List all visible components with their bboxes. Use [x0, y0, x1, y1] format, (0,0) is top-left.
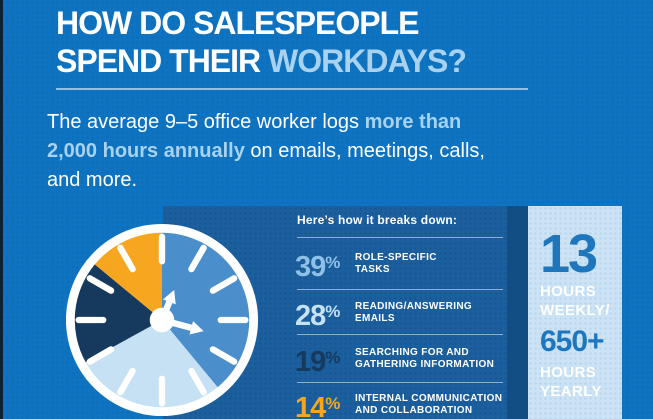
clock-center-dot — [149, 307, 175, 333]
label-line: READING/ANSWERING — [355, 301, 473, 312]
stats-panel: 13 HOURS WEEKLY/ 650+ HOURS YEARLY — [528, 206, 622, 419]
pie-segments — [74, 232, 250, 408]
label-line: EMAILS — [355, 313, 395, 324]
clock-tick-icon — [86, 346, 115, 365]
divider — [297, 237, 503, 238]
clock-hands — [149, 290, 204, 335]
percent-sign: % — [325, 302, 341, 321]
clock-tick-icon — [188, 367, 207, 396]
divider — [297, 382, 503, 383]
breakdown-label: INTERNAL COMMUNICATION AND COLLABORATION — [355, 393, 502, 417]
breakdown-percent: 28% — [295, 297, 355, 331]
breakdown-item: 14% INTERNAL COMMUNICATION AND COLLABORA… — [295, 389, 510, 419]
pie-segment-3 — [94, 232, 162, 320]
weekly-hours-label: HOURS — [540, 283, 597, 300]
breakdown-percent: 14% — [295, 389, 355, 419]
page-title: HOW DO SALESPEOPLE SPEND THEIR WORKDAYS? — [56, 4, 467, 80]
clock-tick-icon — [117, 367, 136, 396]
header-divider — [56, 88, 528, 90]
label-line: AND COLLABORATION — [355, 405, 473, 416]
divider — [297, 334, 503, 335]
title-line2-normal: SPEND THEIR — [56, 43, 269, 79]
subtitle-line3: and more. — [47, 166, 485, 195]
breakdown-label: ROLE-SPECIFIC TASKS — [355, 252, 437, 276]
label-line: TASKS — [355, 264, 390, 275]
clock-pie-chart — [65, 223, 259, 417]
accent-strip — [507, 206, 528, 419]
breakdown-label: SEARCHING FOR AND GATHERING INFORMATION — [355, 347, 494, 371]
clock-tick-icon — [188, 244, 207, 273]
pie-segment-1 — [85, 320, 218, 408]
hour-hand-arrowhead-icon — [162, 290, 176, 305]
label-line: SEARCHING FOR AND — [355, 347, 469, 358]
breakdown-percent: 19% — [295, 343, 355, 377]
clock-tick-icon — [117, 244, 136, 273]
divider — [297, 289, 503, 290]
label-line: INTERNAL COMMUNICATION — [355, 393, 503, 404]
screenshot-left-edge — [0, 0, 3, 419]
clock-tick-icon — [209, 275, 238, 294]
clock-tick-icon — [86, 275, 115, 294]
subtitle-text: and more. — [47, 169, 138, 191]
title-line2: SPEND THEIR WORKDAYS? — [56, 42, 467, 80]
clock-ticks — [75, 233, 249, 407]
label-line: ROLE-SPECIFIC — [355, 252, 437, 263]
breakdown-item: 19% SEARCHING FOR AND GATHERING INFORMAT… — [295, 343, 510, 377]
percent-sign: % — [325, 348, 341, 367]
title-line1: HOW DO SALESPEOPLE — [56, 5, 419, 41]
percent-value: 39 — [295, 251, 326, 283]
yearly-hours-label2: YEARLY — [540, 383, 602, 400]
subtitle-line2: 2,000 hours annually on emails, meetings… — [47, 137, 485, 166]
yearly-hours-value: 650+ — [540, 325, 605, 358]
percent-value: 28 — [295, 300, 326, 332]
pie-segment-0 — [162, 232, 250, 388]
percent-value: 14 — [295, 392, 326, 419]
breakdown-percent: 39% — [295, 248, 355, 282]
breakdown-label: READING/ANSWERING EMAILS — [355, 301, 472, 325]
breakdown-item: 39% ROLE-SPECIFIC TASKS — [295, 248, 510, 282]
label-line: GATHERING INFORMATION — [355, 359, 495, 370]
pie-segment-2 — [74, 264, 162, 363]
weekly-hours-label2: WEEKLY/ — [540, 302, 610, 319]
clock-tick-icon — [209, 346, 238, 365]
subtitle-text: on emails, meetings, calls, — [244, 140, 485, 162]
subtitle-highlight: more than — [364, 111, 462, 133]
breakdown-item: 28% READING/ANSWERING EMAILS — [295, 297, 510, 331]
percent-value: 19 — [295, 346, 326, 378]
subtitle-text: The average 9–5 office worker logs — [47, 111, 365, 133]
title-line2-highlight: WORKDAYS? — [268, 43, 467, 79]
percent-sign: % — [325, 253, 341, 272]
percent-sign: % — [325, 394, 341, 413]
yearly-hours-label: HOURS — [540, 364, 597, 381]
subtitle-line1: The average 9–5 office worker logs more … — [47, 108, 485, 137]
subtitle: The average 9–5 office worker logs more … — [47, 108, 485, 195]
weekly-hours-value: 13 — [540, 224, 598, 284]
minute-hand-arrowhead-icon — [189, 321, 204, 335]
breakdown-heading: Here’s how it breaks down: — [297, 213, 458, 227]
subtitle-highlight: 2,000 hours annually — [47, 140, 245, 162]
